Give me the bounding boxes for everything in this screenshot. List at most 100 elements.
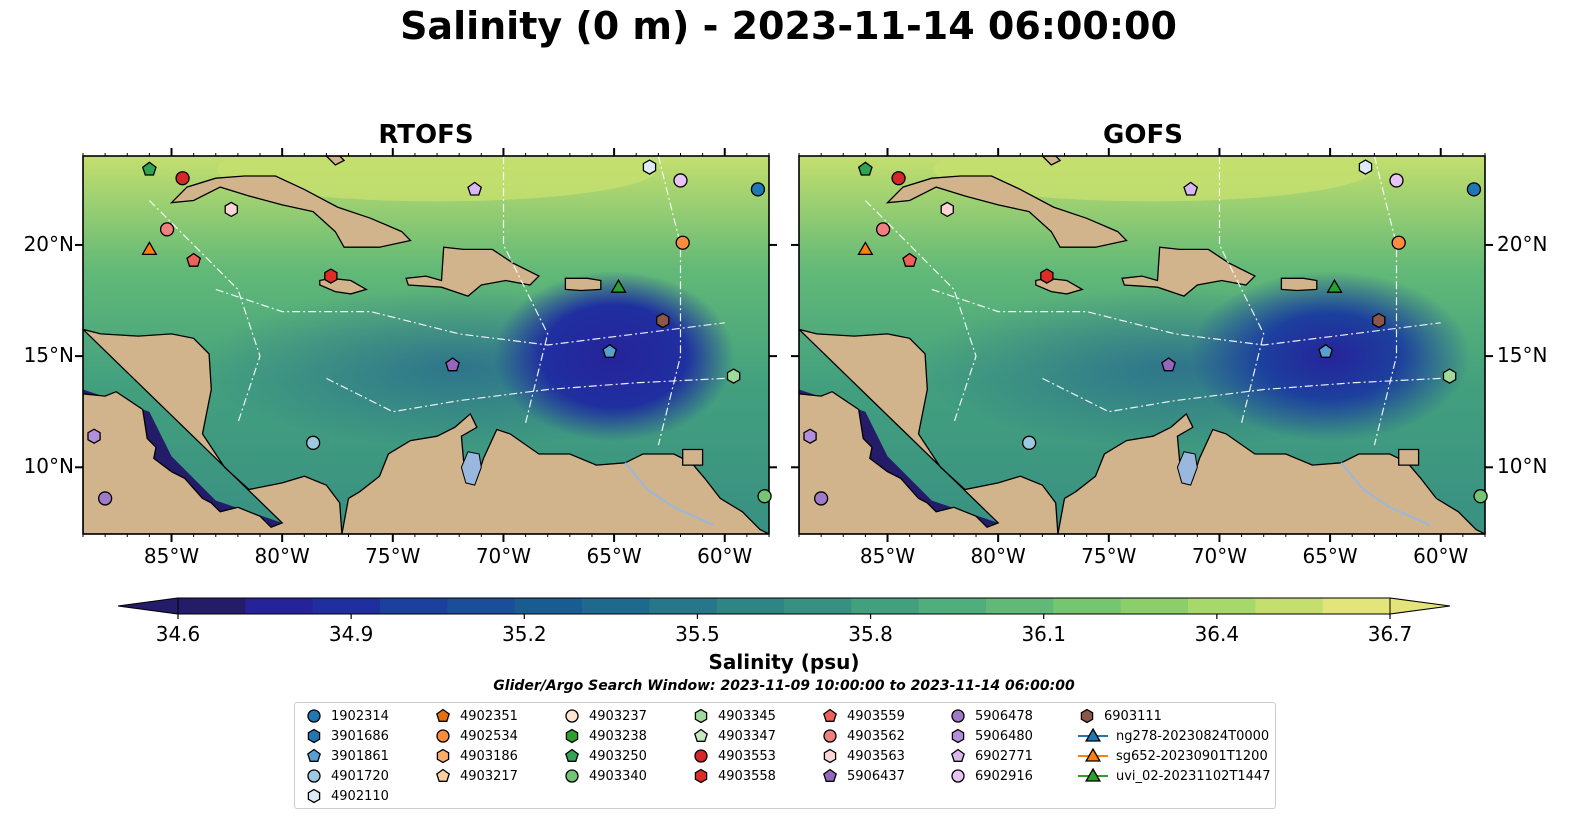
legend-label: 5906480 bbox=[975, 728, 1033, 744]
map-marker-5906480 bbox=[87, 428, 101, 444]
legend-label: 4903250 bbox=[589, 748, 647, 764]
legend-item: sg652-20230901T1200 bbox=[1078, 746, 1268, 766]
map-marker-sg652-20230901T1200 bbox=[141, 241, 158, 256]
legend-label: 5906478 bbox=[975, 708, 1033, 724]
map-marker-uvi_02-20231102T1447 bbox=[610, 278, 627, 293]
hexagon-icon bbox=[565, 728, 579, 744]
colorbar-segment bbox=[514, 598, 583, 614]
legend-label: 4902110 bbox=[331, 788, 389, 804]
map-marker-4902534 bbox=[1391, 235, 1406, 250]
triangle-line-icon bbox=[1078, 727, 1108, 742]
colorbar bbox=[117, 597, 1451, 619]
map-marker-4903562 bbox=[159, 222, 175, 237]
map-marker-4901720 bbox=[305, 435, 321, 450]
x-tick-label: 85°W bbox=[143, 544, 200, 568]
colorbar-segment bbox=[918, 598, 987, 614]
colorbar-title: Salinity (psu) bbox=[708, 650, 860, 674]
legend-item: 4903563 bbox=[821, 746, 905, 766]
map-marker-5906478 bbox=[813, 491, 829, 506]
x-tick-label: 70°W bbox=[475, 544, 532, 568]
legend-label: 4902351 bbox=[460, 708, 518, 724]
legend-item: uvi_02-20231102T1447 bbox=[1078, 766, 1270, 786]
hexagon-icon bbox=[307, 728, 321, 744]
map-marker-4903250 bbox=[857, 161, 873, 176]
map-marker-4903559 bbox=[186, 252, 202, 267]
map-marker-4903563 bbox=[940, 201, 954, 218]
map-marker-3901861 bbox=[602, 343, 618, 358]
x-tick-label: 65°W bbox=[1302, 544, 1358, 568]
colorbar-segment bbox=[1120, 598, 1189, 614]
colorbar-segment bbox=[447, 598, 516, 614]
search-window-caption: Glider/Argo Search Window: 2023-11-09 10… bbox=[493, 678, 1075, 694]
map-marker-4903340 bbox=[757, 489, 772, 504]
map-marker-4903340 bbox=[1473, 489, 1488, 504]
map-marker-4902110 bbox=[1358, 159, 1373, 175]
legend: 1902314 3901686 3901861 4901720 4902110 49023… bbox=[294, 702, 1276, 809]
y-tick-label-left: 10°N bbox=[23, 454, 74, 479]
map-panel-gofs bbox=[791, 148, 1493, 542]
map-marker-4903250 bbox=[141, 161, 157, 176]
legend-label: 4903345 bbox=[718, 708, 776, 724]
legend-item: 4902110 bbox=[305, 786, 389, 806]
colorbar-tick-label: 36.1 bbox=[1021, 622, 1066, 646]
x-tick-label: 60°W bbox=[1413, 544, 1469, 568]
legend-item: 4901720 bbox=[305, 766, 389, 786]
y-tick-label-right: 20°N bbox=[1497, 231, 1548, 256]
legend-item: 1902314 bbox=[305, 706, 389, 726]
legend-label: 3901861 bbox=[331, 748, 389, 764]
map-marker-6902771 bbox=[1183, 181, 1199, 196]
pentagon-icon bbox=[694, 728, 708, 742]
pentagon-icon bbox=[823, 708, 837, 722]
x-tick-label: 85°W bbox=[859, 544, 916, 568]
colorbar-segment bbox=[1053, 598, 1122, 614]
map-marker-6903111 bbox=[656, 312, 670, 329]
x-tick-label: 65°W bbox=[586, 544, 642, 568]
map-marker-4902534 bbox=[675, 235, 690, 250]
legend-label: ng278-20230824T0000 bbox=[1116, 728, 1270, 744]
colorbar-tick-label: 35.2 bbox=[502, 622, 547, 646]
colorbar-segment bbox=[245, 598, 314, 614]
hexagon-icon bbox=[436, 748, 450, 764]
colorbar-tick-label: 35.8 bbox=[848, 622, 893, 646]
map-marker-4903558 bbox=[324, 268, 338, 284]
x-tick-label: 70°W bbox=[1191, 544, 1248, 568]
circle-icon bbox=[307, 709, 321, 723]
y-tick-label-right: 15°N bbox=[1497, 343, 1548, 368]
colorbar-tick-label: 36.4 bbox=[1194, 622, 1240, 646]
x-tick-label: 60°W bbox=[697, 544, 753, 568]
pentagon-icon bbox=[307, 748, 321, 762]
map-marker-4903563 bbox=[224, 201, 238, 218]
hexagon-icon bbox=[951, 728, 965, 744]
map-marker-4902110 bbox=[642, 159, 657, 175]
map-marker-4903553 bbox=[175, 171, 190, 186]
legend-item: 6903111 bbox=[1078, 706, 1162, 726]
colorbar-tick-label: 35.5 bbox=[675, 622, 720, 646]
legend-item: 5906480 bbox=[949, 726, 1033, 746]
colorbar-tick-label: 34.6 bbox=[155, 622, 201, 646]
map-marker-4903345 bbox=[726, 368, 741, 384]
map-marker-5906480 bbox=[803, 428, 817, 444]
map-marker-6902916 bbox=[1389, 173, 1404, 188]
colorbar-segment bbox=[649, 598, 718, 614]
legend-label: 4903562 bbox=[847, 728, 905, 744]
legend-label: 4903553 bbox=[718, 748, 776, 764]
legend-item: 5906478 bbox=[949, 706, 1033, 726]
legend-label: 6902916 bbox=[975, 768, 1033, 784]
legend-item: ng278-20230824T0000 bbox=[1078, 726, 1269, 746]
legend-label: 4903186 bbox=[460, 748, 518, 764]
legend-item: 4903559 bbox=[821, 706, 905, 726]
pentagon-icon bbox=[823, 768, 837, 782]
legend-label: 4903238 bbox=[589, 728, 647, 744]
legend-label: 4903347 bbox=[718, 728, 776, 744]
map-marker-5906437 bbox=[1161, 357, 1176, 372]
legend-item: 4902351 bbox=[434, 706, 518, 726]
legend-item: 4903562 bbox=[821, 726, 905, 746]
colorbar-segment bbox=[312, 598, 381, 614]
maps-area bbox=[75, 148, 1493, 542]
hexagon-icon bbox=[823, 748, 837, 764]
x-tick-label: 80°W bbox=[254, 544, 310, 568]
map-marker-4903558 bbox=[1040, 268, 1054, 284]
legend-label: sg652-20230901T1200 bbox=[1116, 748, 1268, 764]
colorbar-segment bbox=[716, 598, 785, 614]
colorbar-segment bbox=[178, 598, 246, 614]
